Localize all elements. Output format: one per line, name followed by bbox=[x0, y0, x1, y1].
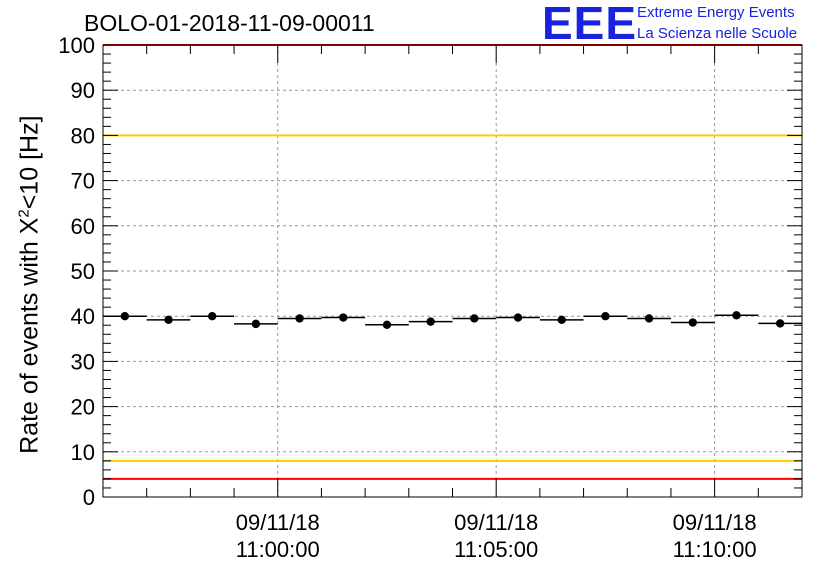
y-axis-label-suffix: <10 [Hz] bbox=[15, 115, 44, 210]
data-point bbox=[601, 312, 610, 321]
data-point bbox=[295, 314, 304, 323]
data-point bbox=[557, 315, 566, 325]
data-point bbox=[732, 311, 741, 320]
y-tick-label: 50 bbox=[71, 259, 95, 284]
logo-tagline-2: La Scienza nelle Scuole bbox=[637, 25, 798, 42]
data-points bbox=[103, 311, 802, 329]
grid-lines bbox=[103, 45, 802, 497]
y-tick-label: 100 bbox=[58, 33, 95, 58]
data-point bbox=[688, 318, 697, 327]
eee-logo: EEE Extreme Energy Events La Scienza nel… bbox=[542, 0, 832, 49]
data-point bbox=[775, 319, 785, 328]
y-tick-label: 0 bbox=[83, 485, 95, 510]
x-tick-label-time: 11:00:00 bbox=[236, 537, 320, 562]
x-tick-label-time: 11:10:00 bbox=[673, 537, 757, 562]
tick-labels: 010203040506070809010009/11/1811:00:0009… bbox=[58, 33, 756, 562]
y-tick-label: 70 bbox=[71, 169, 95, 194]
x-tick-label-date: 09/11/18 bbox=[454, 510, 538, 535]
axes bbox=[102, 44, 803, 498]
x-tick-label-date: 09/11/18 bbox=[236, 510, 320, 535]
data-point bbox=[120, 312, 130, 321]
y-axis-label-sup: 2 bbox=[15, 209, 33, 218]
data-point bbox=[251, 319, 261, 329]
y-tick-label: 90 bbox=[71, 78, 95, 103]
data-point bbox=[644, 314, 654, 323]
data-point bbox=[426, 317, 435, 326]
reference-lines bbox=[103, 44, 802, 480]
x-tick-label-date: 09/11/18 bbox=[673, 510, 757, 535]
y-axis-label: Rate of events with X2<10 [Hz] bbox=[15, 75, 44, 495]
y-axis-label-prefix: Rate of events with X bbox=[15, 217, 44, 454]
data-point bbox=[164, 315, 173, 325]
data-point bbox=[208, 312, 217, 321]
logo-tagline-1: Extreme Energy Events bbox=[637, 4, 795, 21]
data-point bbox=[513, 313, 523, 322]
logo-mark: EEE bbox=[542, 0, 638, 49]
x-tick-label-time: 11:05:00 bbox=[454, 537, 538, 562]
y-tick-label: 30 bbox=[71, 349, 95, 374]
y-tick-label: 80 bbox=[71, 123, 95, 148]
chart-title: BOLO-01-2018-11-09-00011 bbox=[84, 10, 375, 36]
y-tick-label: 10 bbox=[71, 440, 95, 465]
y-tick-label: 20 bbox=[71, 395, 95, 420]
data-point bbox=[339, 313, 348, 322]
y-tick-label: 40 bbox=[71, 304, 95, 329]
y-tick-label: 60 bbox=[71, 214, 95, 239]
data-point bbox=[382, 320, 392, 329]
data-point bbox=[470, 314, 479, 323]
